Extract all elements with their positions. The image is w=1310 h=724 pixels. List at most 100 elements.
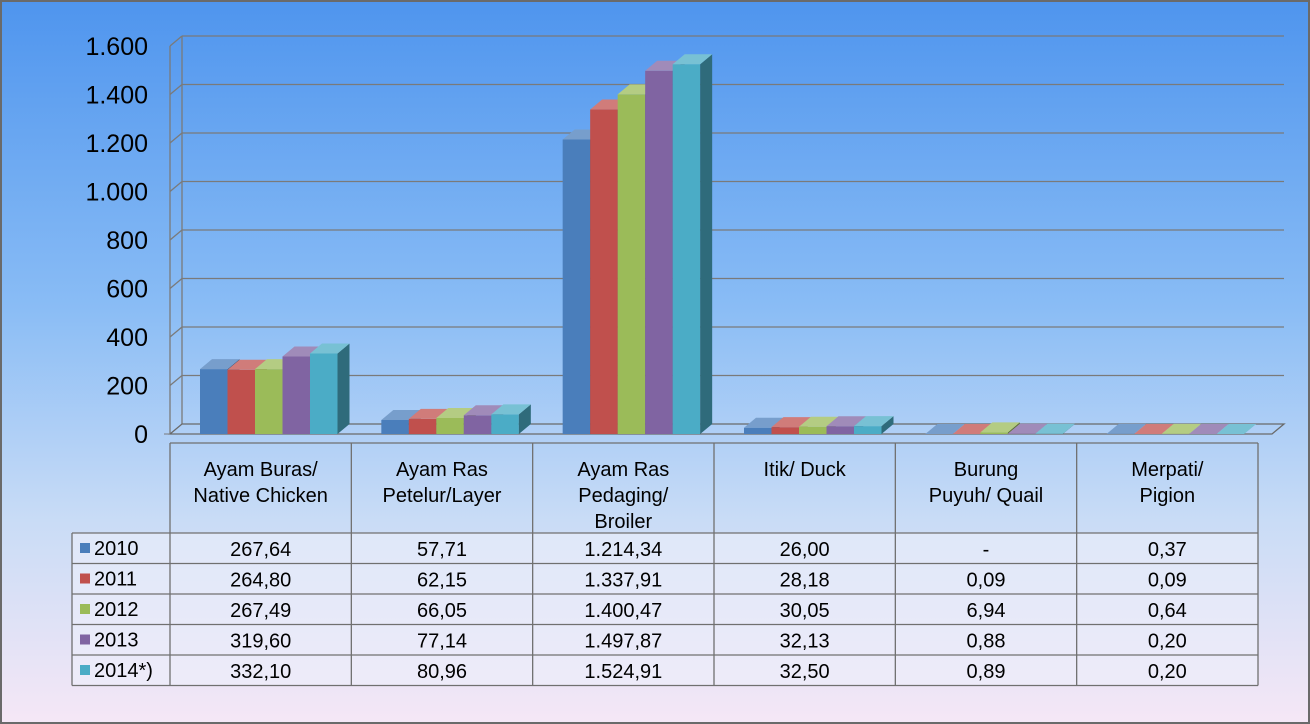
- bar-top: [1035, 423, 1075, 434]
- bar-front: [200, 369, 228, 434]
- bar-side: [1007, 422, 1020, 434]
- y-grid: [169, 35, 1284, 386]
- table-body-bg: [72, 533, 1258, 686]
- bar-front: [854, 426, 882, 434]
- table-value: 0,09: [1148, 570, 1187, 592]
- table-value: 1.337,91: [584, 570, 662, 592]
- bars: [200, 54, 1257, 435]
- bar: [310, 343, 350, 434]
- y-tick-label: 1.200: [85, 130, 148, 158]
- y-tick-label: 1.000: [85, 179, 148, 207]
- category-label: Merpati/: [1131, 459, 1204, 481]
- y-tick-label: 800: [106, 227, 148, 255]
- bar-front: [381, 420, 409, 434]
- category-label: Broiler: [594, 511, 652, 533]
- bar-top: [744, 417, 784, 428]
- bar-front: [282, 356, 310, 434]
- y-tick-label: 0: [134, 421, 148, 449]
- category-label: Itik/ Duck: [764, 459, 847, 481]
- bar-front: [672, 64, 701, 434]
- legend-key: [80, 604, 90, 614]
- bar: [1106, 423, 1147, 434]
- bar-front: [436, 417, 464, 434]
- table-value: 264,80: [230, 570, 291, 592]
- table-value: 267,49: [230, 600, 291, 622]
- bar-top: [925, 424, 965, 434]
- table-value: -: [983, 539, 990, 561]
- category-label: Burung: [954, 459, 1019, 481]
- bar: [980, 422, 1020, 434]
- category-label: Puyuh/ Quail: [929, 485, 1044, 507]
- bar-front: [980, 432, 1008, 434]
- legend-label: 2012: [94, 599, 139, 621]
- gridline-diag: [169, 132, 183, 144]
- bar: [491, 404, 531, 434]
- gridline-diag: [169, 229, 183, 241]
- table-value: 6,94: [967, 600, 1006, 622]
- bar-front: [590, 109, 618, 434]
- bar-top: [1106, 423, 1147, 434]
- gridline-diag: [169, 35, 183, 47]
- category-label: Petelur/Layer: [383, 485, 502, 507]
- bar-top: [200, 359, 240, 370]
- legend-label: 2010: [94, 538, 139, 560]
- bar: [672, 54, 713, 435]
- bar-front: [744, 427, 772, 434]
- table-value: 332,10: [230, 661, 291, 683]
- bar-side: [700, 54, 713, 435]
- table-value: 30,05: [780, 600, 830, 622]
- category-label: Pigion: [1140, 485, 1196, 507]
- table-value: 1.214,34: [584, 539, 662, 561]
- legend-key: [80, 573, 90, 584]
- gridline-diag: [169, 326, 183, 338]
- bar: [1216, 423, 1257, 434]
- bar-top: [491, 404, 531, 415]
- bar-front: [562, 139, 591, 434]
- category-label: Ayam Ras: [396, 459, 488, 481]
- table-value: 77,14: [417, 631, 467, 653]
- bar-front: [617, 94, 646, 435]
- y-tick-label: 200: [106, 373, 148, 401]
- table-value: 0,20: [1148, 661, 1187, 683]
- legend-label: 2011: [94, 569, 137, 591]
- bar-top: [1189, 423, 1229, 434]
- table-value: 0,20: [1148, 631, 1187, 653]
- gridline-diag: [169, 181, 183, 192]
- bar-top: [771, 417, 811, 428]
- bar-side: [1244, 423, 1257, 434]
- legend-key: [80, 634, 90, 645]
- y-tick-label: 600: [106, 276, 148, 304]
- bar-top: [980, 422, 1020, 433]
- legend-label: 2013: [94, 630, 139, 652]
- table-value: 267,64: [230, 539, 291, 561]
- y-tick-label: 1.400: [85, 82, 148, 110]
- bar-top: [672, 54, 713, 65]
- table-value: 32,50: [780, 661, 830, 683]
- chart-floor: [168, 423, 1286, 435]
- category-label: Native Chicken: [193, 485, 328, 507]
- bar-top: [854, 416, 894, 427]
- bar: [925, 424, 965, 434]
- legend-label: 2014*): [94, 660, 153, 682]
- table-value: 0,37: [1148, 539, 1187, 561]
- bar-side: [1134, 423, 1147, 434]
- legend-key: [80, 543, 90, 553]
- table-value: 0,88: [967, 631, 1006, 653]
- bar: [1035, 423, 1075, 434]
- bar-front: [227, 369, 255, 434]
- bar-side: [881, 416, 894, 434]
- bar-top: [1216, 423, 1257, 434]
- table-value: 1.524,91: [584, 661, 662, 683]
- bar-top: [1161, 423, 1202, 434]
- table-value: 0,64: [1148, 600, 1187, 622]
- y-tick-label: 400: [106, 324, 148, 352]
- table-value: 26,00: [780, 539, 830, 561]
- gridline-diag: [169, 278, 183, 289]
- y-tick-label: 1.600: [85, 33, 148, 61]
- table-value: 57,71: [417, 539, 467, 561]
- table-value: 66,05: [417, 600, 467, 622]
- data-table: Ayam Buras/Native Chicken Ayam Ras Petelur…: [71, 442, 1259, 687]
- bar: [854, 416, 894, 434]
